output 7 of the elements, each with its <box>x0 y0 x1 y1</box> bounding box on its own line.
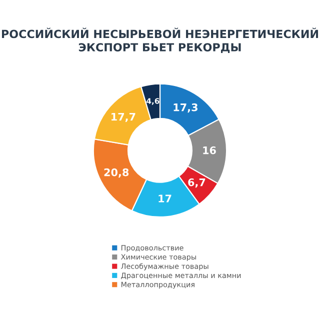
data-label: 17,7 <box>112 112 136 122</box>
data-label: 17 <box>158 194 172 202</box>
data-label: 6,7 <box>188 178 206 188</box>
data-label: 16 <box>203 146 216 154</box>
data-label: 20,8 <box>104 168 129 178</box>
data-label: 17,3 <box>174 103 198 113</box>
chart-title: РОССИЙСКИЙ НЕСЫРЬЕВОЙ НЕЭНЕРГЕТИЧЕСКИЙ ЭКСПОРТ БЬЕТ РЕКОРДЫ <box>2 28 318 54</box>
